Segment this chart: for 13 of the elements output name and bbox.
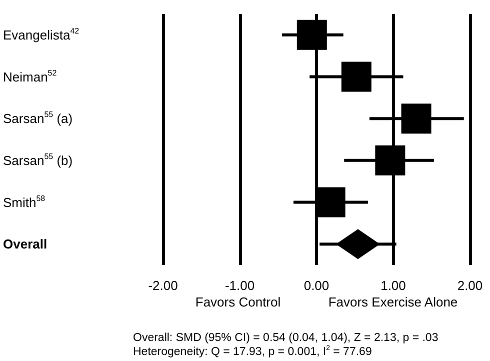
x-tick-label: 2.00 xyxy=(457,278,483,293)
point xyxy=(296,20,327,50)
point xyxy=(375,145,406,176)
y-tick-label: Overall xyxy=(3,236,48,252)
text: Favors Exercise Alone xyxy=(328,294,458,310)
x-tick-label: -1.00 xyxy=(224,278,255,293)
x-tick-label: -2.00 xyxy=(148,278,178,293)
point xyxy=(341,62,372,92)
point xyxy=(401,104,432,134)
x-tick-label: 0.00 xyxy=(304,278,330,293)
x-tick-label: 1.00 xyxy=(380,278,406,293)
text: Overall: SMD (95% CI) = 0.54 (0.04, 1.04), Z = 2.13, p = .03 xyxy=(133,332,438,344)
text: Favors Control xyxy=(195,294,281,310)
